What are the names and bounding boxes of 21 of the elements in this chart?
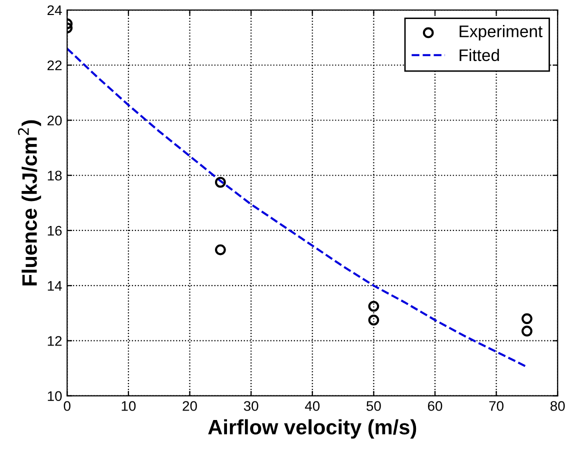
x-tick-label: 50 [366, 401, 381, 411]
x-tick-label: 80 [550, 401, 565, 411]
legend-label: Fitted [460, 48, 499, 62]
x-tick-label: 30 [244, 401, 258, 411]
x-axis-title: Airflow velocity (m/s) [208, 419, 416, 439]
x-tick-label: 60 [428, 401, 442, 411]
y-tick-label: 14 [48, 281, 62, 291]
x-tick-label: 70 [489, 401, 504, 411]
x-tick-label: 40 [304, 401, 320, 411]
y-axis-title: Fluence (kJ/cm$^{2}$) [18, 120, 42, 286]
legend-label: Experiment [460, 25, 542, 41]
y-tick-label: 16 [48, 226, 62, 236]
y-tick-label: 12 [48, 336, 62, 346]
x-tick-label: 20 [182, 401, 197, 411]
y-tick-label: 22 [48, 60, 62, 70]
y-tick-label: 18 [48, 170, 62, 181]
y-tick-label: 10 [48, 391, 62, 402]
x-tick-label: 10 [122, 401, 136, 411]
y-tick-label: 20 [48, 116, 62, 126]
x-tick-label: 0 [64, 401, 70, 411]
y-tick-label: 24 [48, 5, 62, 16]
